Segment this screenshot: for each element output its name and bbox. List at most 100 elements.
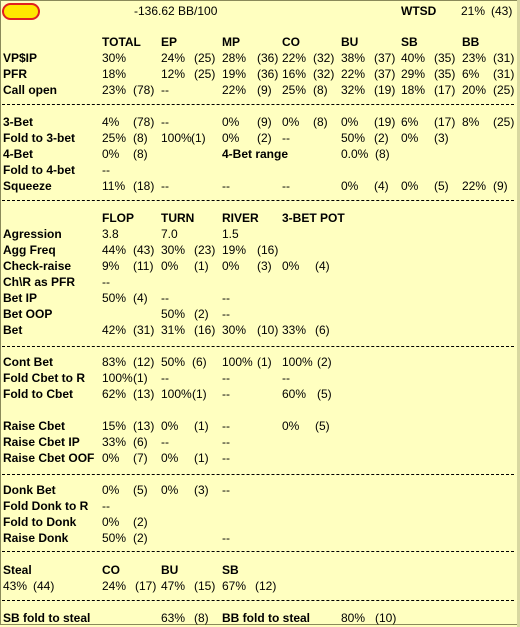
stat-count: (25) bbox=[194, 51, 216, 65]
stat-count: (17) bbox=[135, 579, 157, 593]
stat-count: (78) bbox=[133, 115, 155, 129]
stat-value: 83% bbox=[102, 355, 127, 369]
stat-count: (36) bbox=[257, 51, 279, 65]
stat-value: 0% bbox=[161, 451, 179, 465]
section-divider bbox=[2, 200, 514, 201]
stat-value: -- bbox=[161, 83, 169, 97]
stat-label: Fold to Cbet bbox=[3, 387, 73, 401]
stat-value: 0% bbox=[161, 483, 179, 497]
stat-value: 6% bbox=[462, 67, 480, 81]
stat-count: (6) bbox=[315, 323, 330, 337]
stat-value: -- bbox=[102, 163, 110, 177]
stat-value: 22% bbox=[282, 51, 307, 65]
stat-value: -- bbox=[222, 483, 230, 497]
stat-label: Squeeze bbox=[3, 179, 52, 193]
stat-count: (8) bbox=[313, 115, 328, 129]
stat-count: (19) bbox=[374, 115, 396, 129]
stat-value: -- bbox=[282, 179, 290, 193]
stat-count: (23) bbox=[194, 243, 216, 257]
stat-label: Bet OOP bbox=[3, 307, 53, 321]
stat-value: 23% bbox=[462, 51, 487, 65]
stat-count: (19) bbox=[374, 83, 396, 97]
stat-value: 28% bbox=[222, 51, 247, 65]
bb-fold-steal-label: BB fold to steal bbox=[222, 611, 311, 625]
stat-count: (35) bbox=[434, 67, 456, 81]
column-header: 3-BET POT bbox=[282, 211, 345, 225]
stat-label: VP$IP bbox=[3, 51, 38, 65]
stat-value: 0% bbox=[222, 131, 240, 145]
stat-value: 24% bbox=[161, 51, 186, 65]
stat-label: Fold to 3-bet bbox=[3, 131, 75, 145]
stat-count: (37) bbox=[374, 51, 396, 65]
sb-fold-steal-value: 63% bbox=[161, 611, 186, 625]
stat-label: Raise Donk bbox=[3, 531, 69, 545]
stat-count: (32) bbox=[313, 51, 335, 65]
stat-value: 9% bbox=[102, 259, 120, 273]
stat-value: -- bbox=[222, 179, 230, 193]
stat-count: (17) bbox=[434, 83, 456, 97]
stat-label: Fold Donk to R bbox=[3, 499, 89, 513]
stat-label: PFR bbox=[3, 67, 27, 81]
stat-count: (11) bbox=[133, 259, 154, 273]
stat-count: (4) bbox=[315, 259, 330, 273]
stat-count: (6) bbox=[192, 355, 207, 369]
stat-count: (2) bbox=[194, 307, 209, 321]
stat-value: -- bbox=[282, 131, 290, 145]
stat-value: 29% bbox=[401, 67, 426, 81]
stat-value: 0% bbox=[282, 419, 300, 433]
stat-count: (25) bbox=[493, 115, 515, 129]
stat-value: 0% bbox=[341, 115, 359, 129]
stat-label: Cont Bet bbox=[3, 355, 53, 369]
stat-value: 6% bbox=[401, 115, 419, 129]
column-header: BU bbox=[161, 563, 179, 577]
stat-value: -- bbox=[161, 115, 169, 129]
stat-label: 3-Bet bbox=[3, 115, 34, 129]
stat-count: (1) bbox=[133, 371, 148, 385]
stat-label: Raise Cbet OOF bbox=[3, 451, 95, 465]
stat-label: Bet IP bbox=[3, 291, 38, 305]
stat-value: 24% bbox=[102, 579, 127, 593]
stat-value: 100% bbox=[282, 355, 313, 369]
stat-count: (5) bbox=[434, 179, 449, 193]
stat-value: -- bbox=[161, 291, 169, 305]
stat-count: (18) bbox=[133, 179, 155, 193]
stat-count: (3) bbox=[194, 483, 209, 497]
stat-count: (2) bbox=[374, 131, 389, 145]
stat-value: 100% bbox=[102, 371, 133, 385]
stat-count: (2) bbox=[257, 131, 272, 145]
stat-count: (35) bbox=[434, 51, 456, 65]
stat-value: -- bbox=[102, 499, 110, 513]
stat-value: 7.0 bbox=[161, 227, 178, 241]
stat-count: (5) bbox=[317, 387, 332, 401]
stat-value: 25% bbox=[282, 83, 307, 97]
stat-label: Raise Cbet bbox=[3, 419, 66, 433]
stat-count: (31) bbox=[493, 51, 515, 65]
stat-value: 30% bbox=[161, 243, 186, 257]
column-header: CO bbox=[102, 563, 120, 577]
stat-count: (1) bbox=[194, 419, 209, 433]
stat-value: 3.8 bbox=[102, 227, 119, 241]
stat-value: -- bbox=[161, 371, 169, 385]
column-header: BB bbox=[462, 35, 480, 49]
player-note-badge[interactable] bbox=[2, 3, 40, 20]
stat-label: Call open bbox=[3, 83, 58, 97]
column-header: TURN bbox=[161, 211, 195, 225]
stat-value: 50% bbox=[341, 131, 366, 145]
stat-value: 30% bbox=[222, 323, 247, 337]
stat-count: (10) bbox=[257, 323, 279, 337]
stat-value: 18% bbox=[102, 67, 127, 81]
stat-count: (25) bbox=[493, 83, 515, 97]
stat-value: -- bbox=[222, 291, 230, 305]
stat-value: 50% bbox=[161, 355, 186, 369]
stat-count: (4) bbox=[133, 291, 148, 305]
stat-value: 31% bbox=[161, 323, 186, 337]
stat-value: -- bbox=[102, 275, 110, 289]
stat-count: (13) bbox=[133, 387, 155, 401]
stat-value: 22% bbox=[341, 67, 366, 81]
steal-total: 43% bbox=[3, 579, 28, 593]
stat-value: 30% bbox=[102, 51, 127, 65]
stat-value: 42% bbox=[102, 323, 127, 337]
stat-value: 0% bbox=[102, 515, 120, 529]
stat-value: 32% bbox=[341, 83, 366, 97]
stat-value: 18% bbox=[401, 83, 426, 97]
